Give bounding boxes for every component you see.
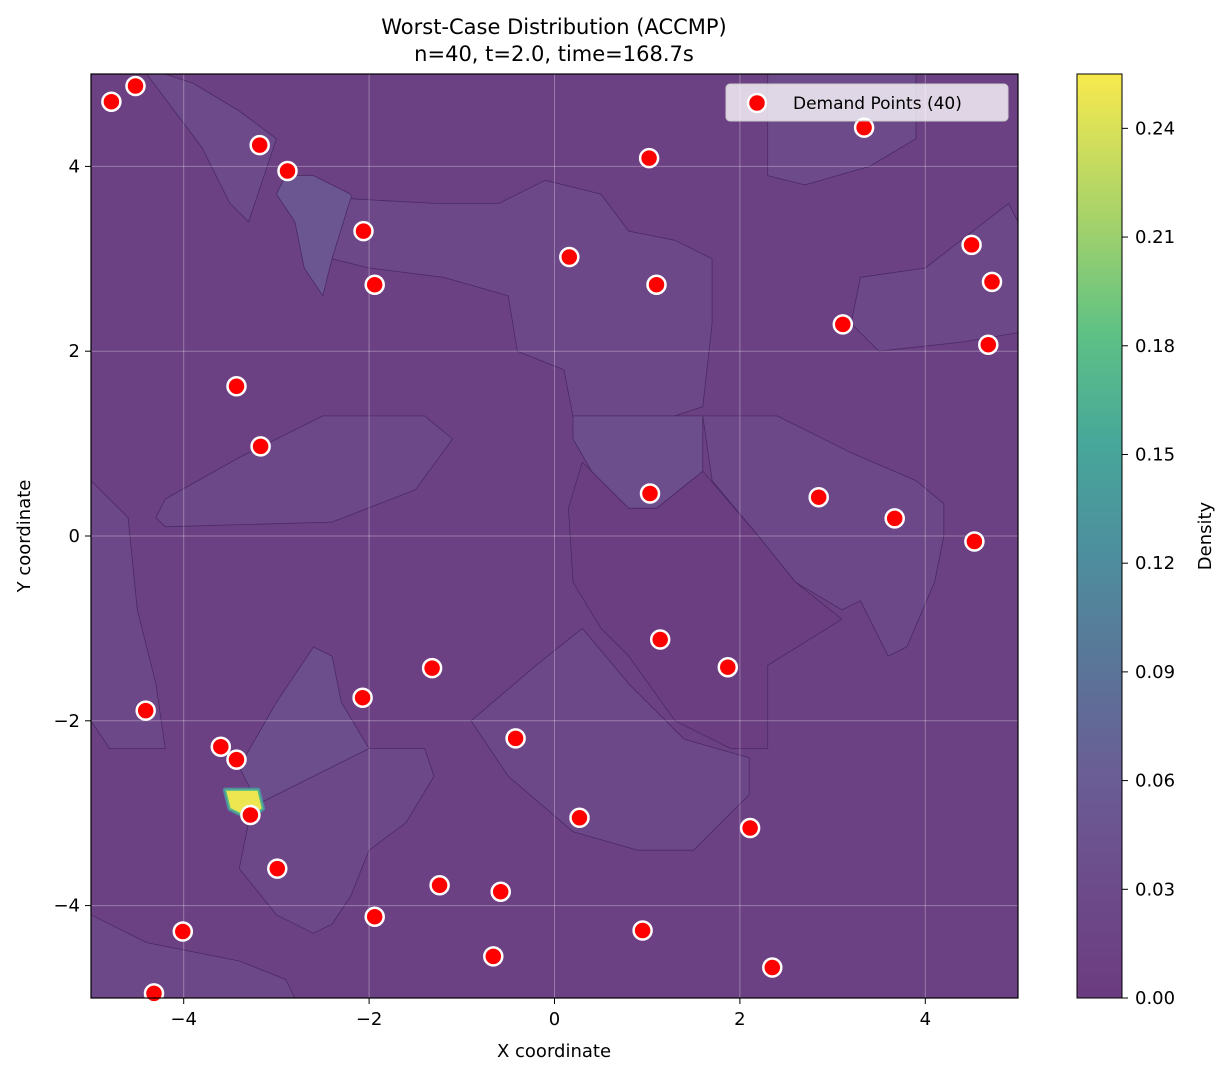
demand-point — [267, 858, 288, 879]
legend-marker — [746, 92, 768, 114]
colorbar-tick-label: 0.21 — [1135, 227, 1175, 248]
demand-point — [364, 906, 385, 927]
density-region — [155, 415, 453, 528]
x-tick-label: 2 — [734, 1009, 745, 1030]
colorbar-tick-label: 0.03 — [1135, 879, 1175, 900]
demand-point — [981, 271, 1003, 293]
demand-point — [135, 700, 156, 721]
demand-point — [717, 656, 739, 678]
x-tick-label: 4 — [920, 1009, 931, 1030]
y-tick-label: 0 — [69, 526, 80, 547]
demand-point — [353, 220, 374, 242]
demand-point — [250, 436, 271, 457]
legend: Demand Points (40) — [725, 83, 1009, 122]
chart-title: Worst-Case Distribution (ACCMP) — [381, 15, 727, 39]
colorbar-tick-label: 0.12 — [1135, 553, 1175, 574]
density-contours — [91, 74, 1018, 998]
x-tick-label: −4 — [170, 1009, 197, 1030]
colorbar: 0.00 0.03 0.06 0.09 0.12 0.15 0.18 0.21 0.24 Den… — [1076, 73, 1216, 1009]
density-region — [470, 628, 750, 851]
density-region — [91, 914, 296, 998]
colorbar-tick-label: 0.15 — [1135, 444, 1175, 465]
demand-point — [421, 657, 443, 679]
colorbar-gradient — [1076, 73, 1123, 999]
demand-point — [739, 817, 761, 839]
y-axis-label: Y coordinate — [14, 480, 35, 594]
demand-point — [240, 804, 261, 826]
demand-point — [364, 274, 385, 295]
density-region — [238, 748, 435, 934]
demand-point — [762, 957, 783, 978]
demand-point — [483, 946, 504, 967]
demand-point — [559, 246, 580, 268]
y-tick-label: 4 — [69, 156, 80, 177]
demand-point — [490, 881, 511, 902]
colorbar-tick-label: 0.18 — [1135, 336, 1175, 357]
demand-points — [101, 75, 1003, 1004]
demand-point — [884, 508, 905, 529]
density-region — [568, 461, 843, 749]
colorbar-tick-label: 0.09 — [1135, 662, 1175, 683]
y-tick-label: 2 — [69, 341, 80, 362]
density-region — [91, 480, 166, 749]
colorbar-label: Density — [1195, 501, 1216, 570]
x-axis-label: X coordinate — [497, 1041, 611, 1062]
demand-point — [277, 160, 298, 182]
grid — [91, 74, 1018, 998]
demand-point — [143, 983, 165, 1004]
colorbar-tick-label: 0.24 — [1135, 118, 1175, 139]
density-region — [91, 74, 277, 223]
density-region — [331, 179, 713, 417]
demand-point — [569, 807, 590, 829]
colorbar-tick-label: 0.00 — [1135, 988, 1175, 1009]
demand-point — [429, 875, 450, 896]
y-axis-ticks: −4 −2 0 2 4 — [53, 156, 91, 917]
y-tick-label: −2 — [53, 711, 80, 732]
x-tick-label: 0 — [549, 1009, 560, 1030]
legend-box — [725, 83, 1009, 122]
demand-point — [832, 314, 854, 335]
demand-point — [249, 134, 270, 156]
demand-point — [226, 749, 247, 770]
demand-point — [125, 75, 146, 97]
demand-point — [210, 736, 232, 757]
density-region — [275, 175, 361, 297]
demand-point — [632, 920, 653, 941]
demand-point — [646, 274, 667, 295]
demand-point — [961, 234, 982, 256]
demand-point — [172, 921, 194, 942]
demand-point — [352, 687, 373, 708]
demand-point — [226, 376, 247, 397]
colorbar-tick-label: 0.06 — [1135, 771, 1175, 792]
demand-point — [964, 531, 985, 552]
chart-subtitle: n=40, t=2.0, time=168.7s — [414, 42, 694, 66]
colorbar-ticks: 0.00 0.03 0.06 0.09 0.12 0.15 0.18 0.21 0.24 — [1122, 118, 1175, 1009]
demand-point — [978, 334, 999, 355]
x-tick-label: −2 — [356, 1009, 383, 1030]
demand-point — [505, 728, 526, 749]
demand-point — [638, 147, 660, 169]
demand-point — [808, 486, 829, 508]
demand-point — [101, 91, 122, 112]
plot-area: −4 −2 0 2 4 −4 −2 0 2 4 — [53, 73, 1019, 1030]
demand-point — [639, 483, 661, 504]
demand-point — [649, 629, 671, 650]
x-axis-ticks: −4 −2 0 2 4 — [170, 998, 931, 1030]
legend-label: Demand Points (40) — [793, 94, 962, 114]
y-tick-label: −4 — [53, 896, 80, 917]
